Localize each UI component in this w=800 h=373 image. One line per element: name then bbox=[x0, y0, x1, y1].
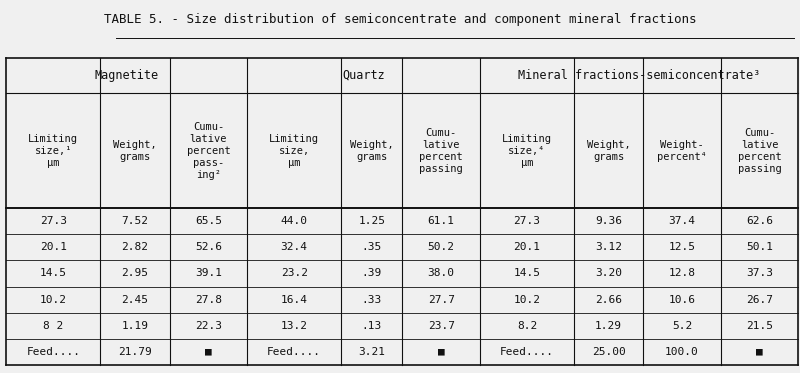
Text: TABLE 5. - Size distribution of semiconcentrate and component mineral fractions: TABLE 5. - Size distribution of semiconc… bbox=[104, 13, 696, 26]
Text: 14.5: 14.5 bbox=[40, 269, 67, 279]
Text: 1.25: 1.25 bbox=[358, 216, 386, 226]
Text: 37.4: 37.4 bbox=[669, 216, 695, 226]
Text: 3.21: 3.21 bbox=[358, 347, 386, 357]
Text: Limiting
size,¹
μm: Limiting size,¹ μm bbox=[28, 134, 78, 168]
Text: ■: ■ bbox=[205, 347, 212, 357]
Text: Feed....: Feed.... bbox=[26, 347, 80, 357]
Text: Cumu-
lative
percent
passing: Cumu- lative percent passing bbox=[419, 128, 463, 174]
Text: 44.0: 44.0 bbox=[281, 216, 308, 226]
Text: 2.82: 2.82 bbox=[122, 242, 149, 253]
Text: 37.3: 37.3 bbox=[746, 269, 773, 279]
Text: 12.8: 12.8 bbox=[669, 269, 695, 279]
Text: 21.5: 21.5 bbox=[746, 321, 773, 330]
Text: 2.66: 2.66 bbox=[595, 295, 622, 305]
Text: Feed....: Feed.... bbox=[267, 347, 322, 357]
Text: 8 2: 8 2 bbox=[43, 321, 63, 330]
Text: 27.7: 27.7 bbox=[428, 295, 454, 305]
Text: .33: .33 bbox=[362, 295, 382, 305]
Text: .35: .35 bbox=[362, 242, 382, 253]
Text: 13.2: 13.2 bbox=[281, 321, 308, 330]
Text: 62.6: 62.6 bbox=[746, 216, 773, 226]
Text: 1.19: 1.19 bbox=[122, 321, 149, 330]
Text: 10.2: 10.2 bbox=[514, 295, 541, 305]
Text: 23.7: 23.7 bbox=[428, 321, 454, 330]
Text: 12.5: 12.5 bbox=[669, 242, 695, 253]
Text: 26.7: 26.7 bbox=[746, 295, 773, 305]
Text: 25.00: 25.00 bbox=[592, 347, 626, 357]
Text: .39: .39 bbox=[362, 269, 382, 279]
Text: 16.4: 16.4 bbox=[281, 295, 308, 305]
Text: Cumu-
lative
percent
passing: Cumu- lative percent passing bbox=[738, 128, 782, 174]
Text: 22.3: 22.3 bbox=[195, 321, 222, 330]
Text: 14.5: 14.5 bbox=[514, 269, 541, 279]
Text: Limiting
size,⁴
μm: Limiting size,⁴ μm bbox=[502, 134, 552, 168]
Text: 32.4: 32.4 bbox=[281, 242, 308, 253]
Text: 5.2: 5.2 bbox=[672, 321, 692, 330]
Text: Cumu-
lative
percent
pass-
ing²: Cumu- lative percent pass- ing² bbox=[186, 122, 230, 180]
Text: Weight,
grams: Weight, grams bbox=[113, 140, 157, 162]
Text: Magnetite: Magnetite bbox=[94, 69, 159, 82]
Text: 20.1: 20.1 bbox=[40, 242, 67, 253]
Text: ■: ■ bbox=[438, 347, 445, 357]
Text: 1.29: 1.29 bbox=[595, 321, 622, 330]
Text: .13: .13 bbox=[362, 321, 382, 330]
Text: Limiting
size,
μm: Limiting size, μm bbox=[270, 134, 319, 168]
Text: 23.2: 23.2 bbox=[281, 269, 308, 279]
Text: 50.1: 50.1 bbox=[746, 242, 773, 253]
Text: Mineral fractions-semiconcentrate³: Mineral fractions-semiconcentrate³ bbox=[518, 69, 760, 82]
Text: 52.6: 52.6 bbox=[195, 242, 222, 253]
Text: Weight-
percent⁴: Weight- percent⁴ bbox=[657, 140, 707, 162]
Text: ■: ■ bbox=[756, 347, 763, 357]
Text: Quartz: Quartz bbox=[342, 69, 385, 82]
Text: 21.79: 21.79 bbox=[118, 347, 152, 357]
Text: 27.3: 27.3 bbox=[40, 216, 67, 226]
Text: Weight,
grams: Weight, grams bbox=[586, 140, 630, 162]
Text: Weight,
grams: Weight, grams bbox=[350, 140, 394, 162]
Text: 7.52: 7.52 bbox=[122, 216, 149, 226]
Text: 61.1: 61.1 bbox=[428, 216, 454, 226]
Text: 38.0: 38.0 bbox=[428, 269, 454, 279]
Text: 27.3: 27.3 bbox=[514, 216, 541, 226]
Text: 3.20: 3.20 bbox=[595, 269, 622, 279]
Text: Feed....: Feed.... bbox=[500, 347, 554, 357]
Text: 39.1: 39.1 bbox=[195, 269, 222, 279]
Text: 27.8: 27.8 bbox=[195, 295, 222, 305]
Text: 50.2: 50.2 bbox=[428, 242, 454, 253]
Text: 3.12: 3.12 bbox=[595, 242, 622, 253]
Text: 65.5: 65.5 bbox=[195, 216, 222, 226]
Text: 2.45: 2.45 bbox=[122, 295, 149, 305]
Text: 10.6: 10.6 bbox=[669, 295, 695, 305]
Text: 10.2: 10.2 bbox=[40, 295, 67, 305]
Text: 8.2: 8.2 bbox=[517, 321, 537, 330]
Text: 2.95: 2.95 bbox=[122, 269, 149, 279]
Text: 100.0: 100.0 bbox=[665, 347, 699, 357]
Text: 20.1: 20.1 bbox=[514, 242, 541, 253]
Text: 9.36: 9.36 bbox=[595, 216, 622, 226]
